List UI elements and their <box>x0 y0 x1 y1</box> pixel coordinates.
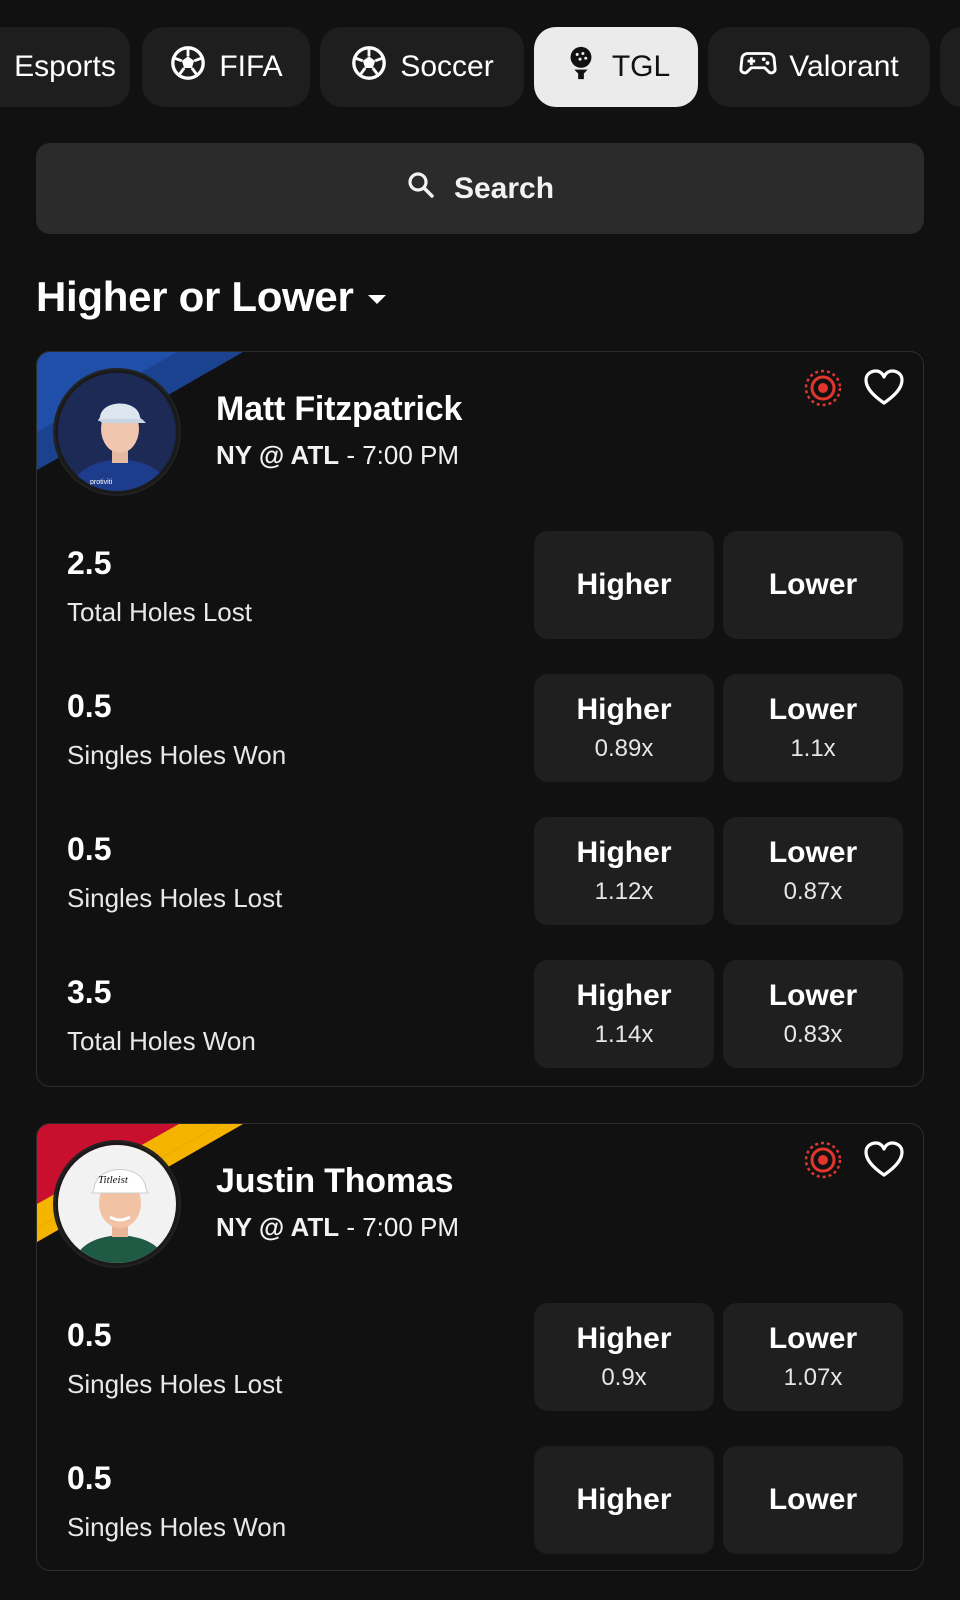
search-icon <box>406 170 436 208</box>
higher-label: Higher <box>576 568 672 601</box>
prop-row: 2.5 Total Holes Lost Higher Lower <box>37 531 923 639</box>
prop-stat: Total Holes Lost <box>67 597 252 627</box>
higher-button[interactable]: Higher 0.89x <box>534 674 714 782</box>
lower-multiplier: 1.07x <box>783 1364 843 1391</box>
caret-down-icon <box>367 294 386 304</box>
tab-label: Esports <box>14 50 116 83</box>
prop-line: 0.5 <box>67 831 112 867</box>
tab-fifa[interactable]: FIFA <box>142 27 310 107</box>
lower-button[interactable]: Lower 1.1x <box>723 674 903 782</box>
higher-label: Higher <box>576 693 672 726</box>
tab-label: TGL <box>611 50 671 83</box>
player-card: Titleist Justin Thomas NY @ ATL - 7:00 P… <box>36 1123 924 1571</box>
lower-button[interactable]: Lower 0.87x <box>723 817 903 925</box>
player-avatar: Titleist <box>55 1142 179 1266</box>
tab-esports[interactable]: Esports <box>0 27 130 107</box>
lower-label: Lower <box>768 979 858 1012</box>
higher-multiplier: 0.9x <box>601 1364 647 1391</box>
higher-button[interactable]: Higher <box>534 531 714 639</box>
higher-label: Higher <box>576 1322 672 1355</box>
tab-valorant[interactable]: Valorant <box>708 27 930 107</box>
player-name: Matt Fitzpatrick <box>216 390 463 428</box>
prop-line: 0.5 <box>67 688 112 724</box>
soccer-ball-icon <box>350 44 388 90</box>
lower-button[interactable]: Lower 1.07x <box>723 1303 903 1411</box>
prop-row: 0.5 Singles Holes Lost Higher 0.9x Lower… <box>37 1303 923 1411</box>
higher-button[interactable]: Higher <box>534 1446 714 1554</box>
prop-row: 3.5 Total Holes Won Higher 1.14x Lower 0… <box>37 960 923 1068</box>
higher-multiplier: 0.89x <box>594 735 654 762</box>
matchup-time: - 7:00 PM <box>339 440 460 470</box>
lower-multiplier: 1.1x <box>790 735 836 762</box>
higher-multiplier: 1.12x <box>594 878 654 905</box>
tab-label: FIFA <box>219 50 283 83</box>
prop-stat: Singles Holes Won <box>67 740 287 770</box>
prop-row: 0.5 Singles Holes Lost Higher 1.12x Lowe… <box>37 817 923 925</box>
section-title: Higher or Lower <box>36 273 354 320</box>
matchup-time: - 7:00 PM <box>339 1212 460 1242</box>
lower-label: Lower <box>768 1322 858 1355</box>
lower-button[interactable]: Lower <box>723 1446 903 1554</box>
target-icon[interactable] <box>803 368 843 408</box>
lower-label: Lower <box>768 693 858 726</box>
lower-multiplier: 0.87x <box>783 878 843 905</box>
prop-row: 0.5 Singles Holes Won Higher 0.89x Lower… <box>37 674 923 782</box>
lower-button[interactable]: Lower 0.83x <box>723 960 903 1068</box>
lower-button[interactable]: Lower <box>723 531 903 639</box>
tab-more[interactable] <box>940 27 960 107</box>
higher-multiplier: 1.14x <box>594 1021 654 1048</box>
search-label: Search <box>453 171 555 205</box>
player-name: Justin Thomas <box>216 1162 454 1200</box>
matchup-teams: NY @ ATL <box>216 440 340 470</box>
heart-icon[interactable] <box>863 368 905 408</box>
higher-label: Higher <box>576 836 672 869</box>
prop-line: 3.5 <box>67 974 112 1010</box>
higher-label: Higher <box>576 1483 672 1516</box>
lower-label: Lower <box>768 1483 858 1516</box>
player-avatar: protiviti <box>55 370 179 494</box>
prop-line: 0.5 <box>67 1460 112 1496</box>
svg-text:protiviti: protiviti <box>90 479 113 486</box>
soccer-ball-icon <box>169 44 207 90</box>
prop-row: 0.5 Singles Holes Won Higher Lower <box>37 1446 923 1554</box>
game-info: NY @ ATL - 7:00 PM <box>216 440 459 471</box>
search-button[interactable]: Search <box>36 143 924 234</box>
player-card: protiviti Matt Fitzpatrick NY @ ATL - 7:… <box>36 351 924 1087</box>
tab-label: Soccer <box>400 50 494 83</box>
prop-stat: Singles Holes Won <box>67 1512 287 1542</box>
lower-label: Lower <box>768 568 858 601</box>
matchup-teams: NY @ ATL <box>216 1212 340 1242</box>
higher-button[interactable]: Higher 1.14x <box>534 960 714 1068</box>
higher-label: Higher <box>576 979 672 1012</box>
higher-button[interactable]: Higher 0.9x <box>534 1303 714 1411</box>
prop-stat: Total Holes Won <box>67 1026 256 1056</box>
gamepad-icon <box>739 44 777 90</box>
tab-tgl[interactable]: TGL <box>534 27 698 107</box>
section-dropdown[interactable]: Higher or Lower <box>36 272 386 322</box>
lower-multiplier: 0.83x <box>783 1021 843 1048</box>
higher-button[interactable]: Higher 1.12x <box>534 817 714 925</box>
target-icon[interactable] <box>803 1140 843 1180</box>
game-info: NY @ ATL - 7:00 PM <box>216 1212 459 1243</box>
heart-icon[interactable] <box>863 1140 905 1180</box>
lower-label: Lower <box>768 836 858 869</box>
sport-tabs: Esports FIFA Soccer TGL Valorant <box>0 27 960 107</box>
prop-line: 0.5 <box>67 1317 112 1353</box>
prop-line: 2.5 <box>67 545 112 581</box>
tab-soccer[interactable]: Soccer <box>320 27 524 107</box>
prop-stat: Singles Holes Lost <box>67 1369 283 1399</box>
golf-ball-icon <box>562 44 600 90</box>
prop-stat: Singles Holes Lost <box>67 883 283 913</box>
tab-label: Valorant <box>789 50 899 83</box>
svg-text:Titleist: Titleist <box>98 1174 129 1186</box>
